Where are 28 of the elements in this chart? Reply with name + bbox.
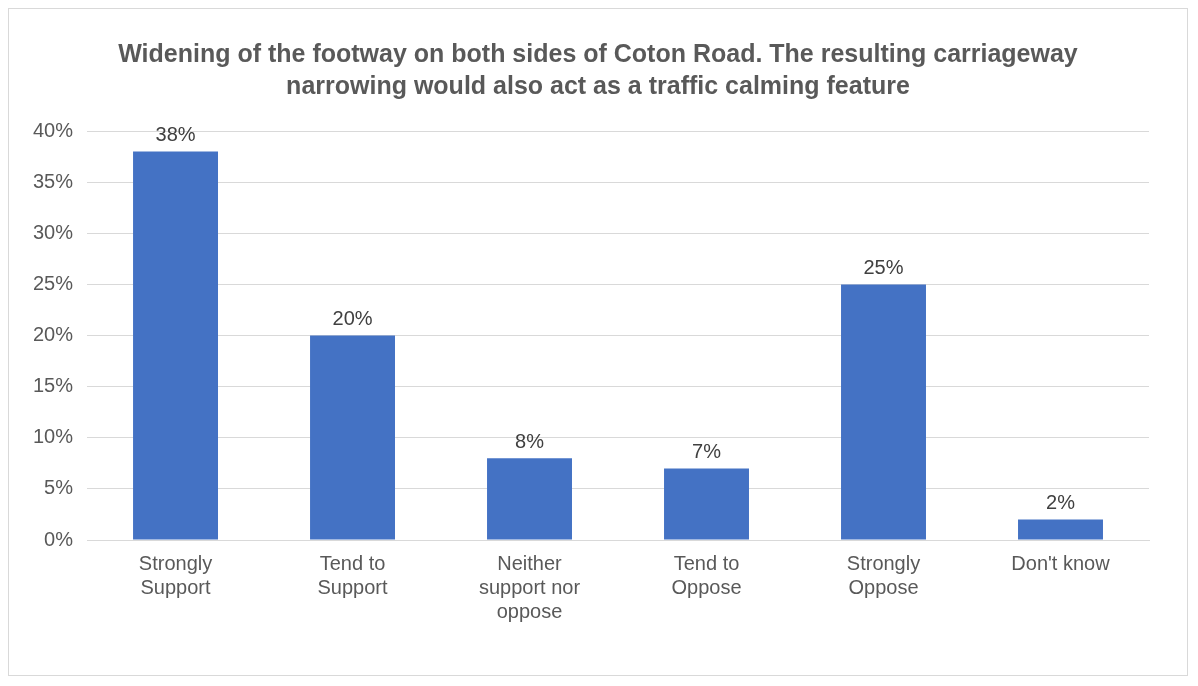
data-label: 7%: [692, 439, 722, 462]
data-label: 8%: [515, 429, 545, 452]
bar: [310, 335, 395, 540]
x-tick-label: Don't know: [1011, 551, 1111, 574]
y-tick-label: 5%: [44, 476, 74, 499]
y-tick-label: 30%: [33, 220, 74, 243]
data-label: 2%: [1046, 491, 1076, 514]
x-tick-label: Tend to Oppose: [671, 551, 742, 598]
x-tick-label: Strongly Oppose: [846, 551, 921, 598]
x-tick-label: Strongly Support: [138, 551, 213, 598]
data-label: 38%: [155, 122, 196, 145]
bar: [133, 151, 219, 540]
y-tick-label: 35%: [33, 169, 74, 192]
y-tick-label: 40%: [33, 118, 74, 141]
y-tick-label: 0%: [44, 527, 74, 550]
y-tick-label: 15%: [33, 374, 74, 397]
x-tick-label: Neither support nor oppose: [478, 551, 581, 622]
x-tick-label: Tend to Support: [317, 551, 388, 598]
bar: [1018, 519, 1103, 540]
y-tick-label: 20%: [33, 323, 74, 346]
data-label: 20%: [332, 307, 373, 330]
bar: [664, 468, 749, 540]
data-label: 25%: [863, 255, 904, 278]
y-tick-label: 25%: [33, 271, 74, 294]
bar: [841, 284, 926, 540]
bar: [487, 458, 572, 540]
y-tick-label: 10%: [33, 425, 74, 448]
chart-title: Widening of the footway on both sides of Coton Road. The resulting carriageway narrowing would also act as a traffic calming feature: [118, 38, 1078, 101]
